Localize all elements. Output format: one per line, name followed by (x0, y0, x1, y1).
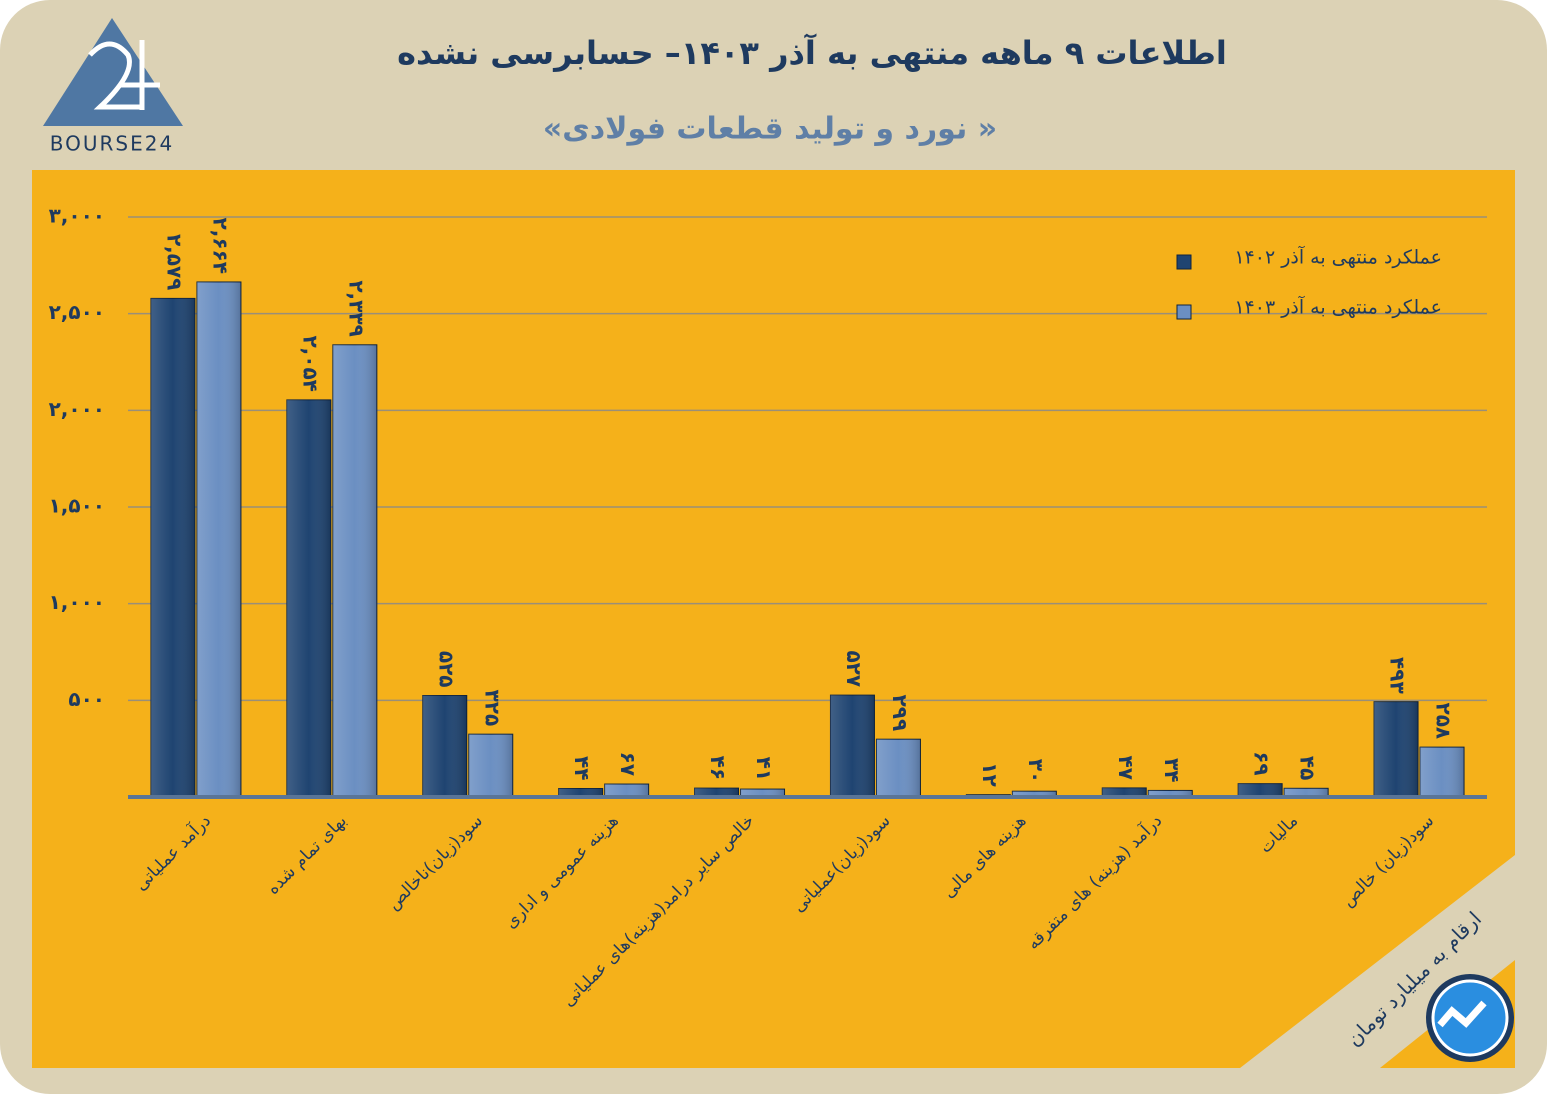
legend-label: عملکرد منتهی به آذر ۱۴۰۲ (1234, 245, 1442, 269)
bar (1419, 746, 1465, 798)
data-label: ۶۷ (616, 752, 640, 776)
data-label: ۵۲۷ (842, 650, 866, 687)
bar (875, 738, 921, 798)
chart-subtitle: «نورد و تولید قطعات فولادی » (543, 112, 997, 147)
y-tick-label: ۳,۰۰۰ (49, 204, 105, 228)
bar (1373, 701, 1419, 798)
logo: BOURSE24 (43, 18, 183, 156)
data-label: ۲,۶۶۴ (208, 218, 232, 274)
bar (286, 399, 332, 798)
bar (468, 733, 514, 798)
data-label: ۴۱ (752, 757, 776, 781)
bar (196, 281, 242, 798)
data-label: ۶۹ (1250, 751, 1274, 775)
data-label: ۴۹۳ (1386, 657, 1410, 694)
bar (332, 344, 378, 798)
data-label: ۱۲ (978, 762, 1002, 786)
bar (422, 695, 468, 798)
legend-label: عملکرد منتهی به آذر ۱۴۰۳ (1234, 295, 1442, 319)
legend-marker (1176, 304, 1192, 320)
data-label: ۳۴ (1160, 758, 1184, 782)
y-tick-label: ۲,۵۰۰ (49, 300, 105, 324)
y-tick-label: ۲,۰۰۰ (49, 397, 105, 421)
y-tick-label: ۱,۰۰۰ (49, 590, 105, 614)
y-tick-label: ۱,۵۰۰ (49, 494, 105, 518)
data-label: ۴۵ (1296, 756, 1320, 780)
data-label: ۲۵۸ (1432, 702, 1456, 739)
data-label: ۳۲۵ (480, 690, 504, 727)
data-label: ۴۴ (570, 756, 594, 780)
data-label: ۲,۰۵۴ (298, 335, 322, 391)
bar (1237, 783, 1283, 798)
bar (150, 297, 196, 798)
panel (32, 170, 1515, 1068)
data-label: ۳۰ (1024, 759, 1048, 783)
data-label: ۲۹۹ (888, 695, 912, 732)
chart-title: اطلاعات ۹ ماهه منتهی به آذر ۱۴۰۳– حسابرس… (397, 33, 1227, 72)
logo-text: BOURSE24 (50, 132, 174, 156)
bar (829, 694, 875, 798)
data-label: ۲,۳۳۹ (344, 280, 368, 336)
legend-marker (1176, 254, 1192, 270)
y-tick-label: ۵۰۰ (68, 687, 105, 711)
data-label: ۴۶ (706, 756, 730, 780)
icon (1426, 974, 1514, 1062)
data-label: ۵۲۵ (434, 651, 458, 688)
data-label: ۴۷ (1114, 755, 1138, 779)
data-label: ۲,۵۷۹ (162, 234, 186, 290)
